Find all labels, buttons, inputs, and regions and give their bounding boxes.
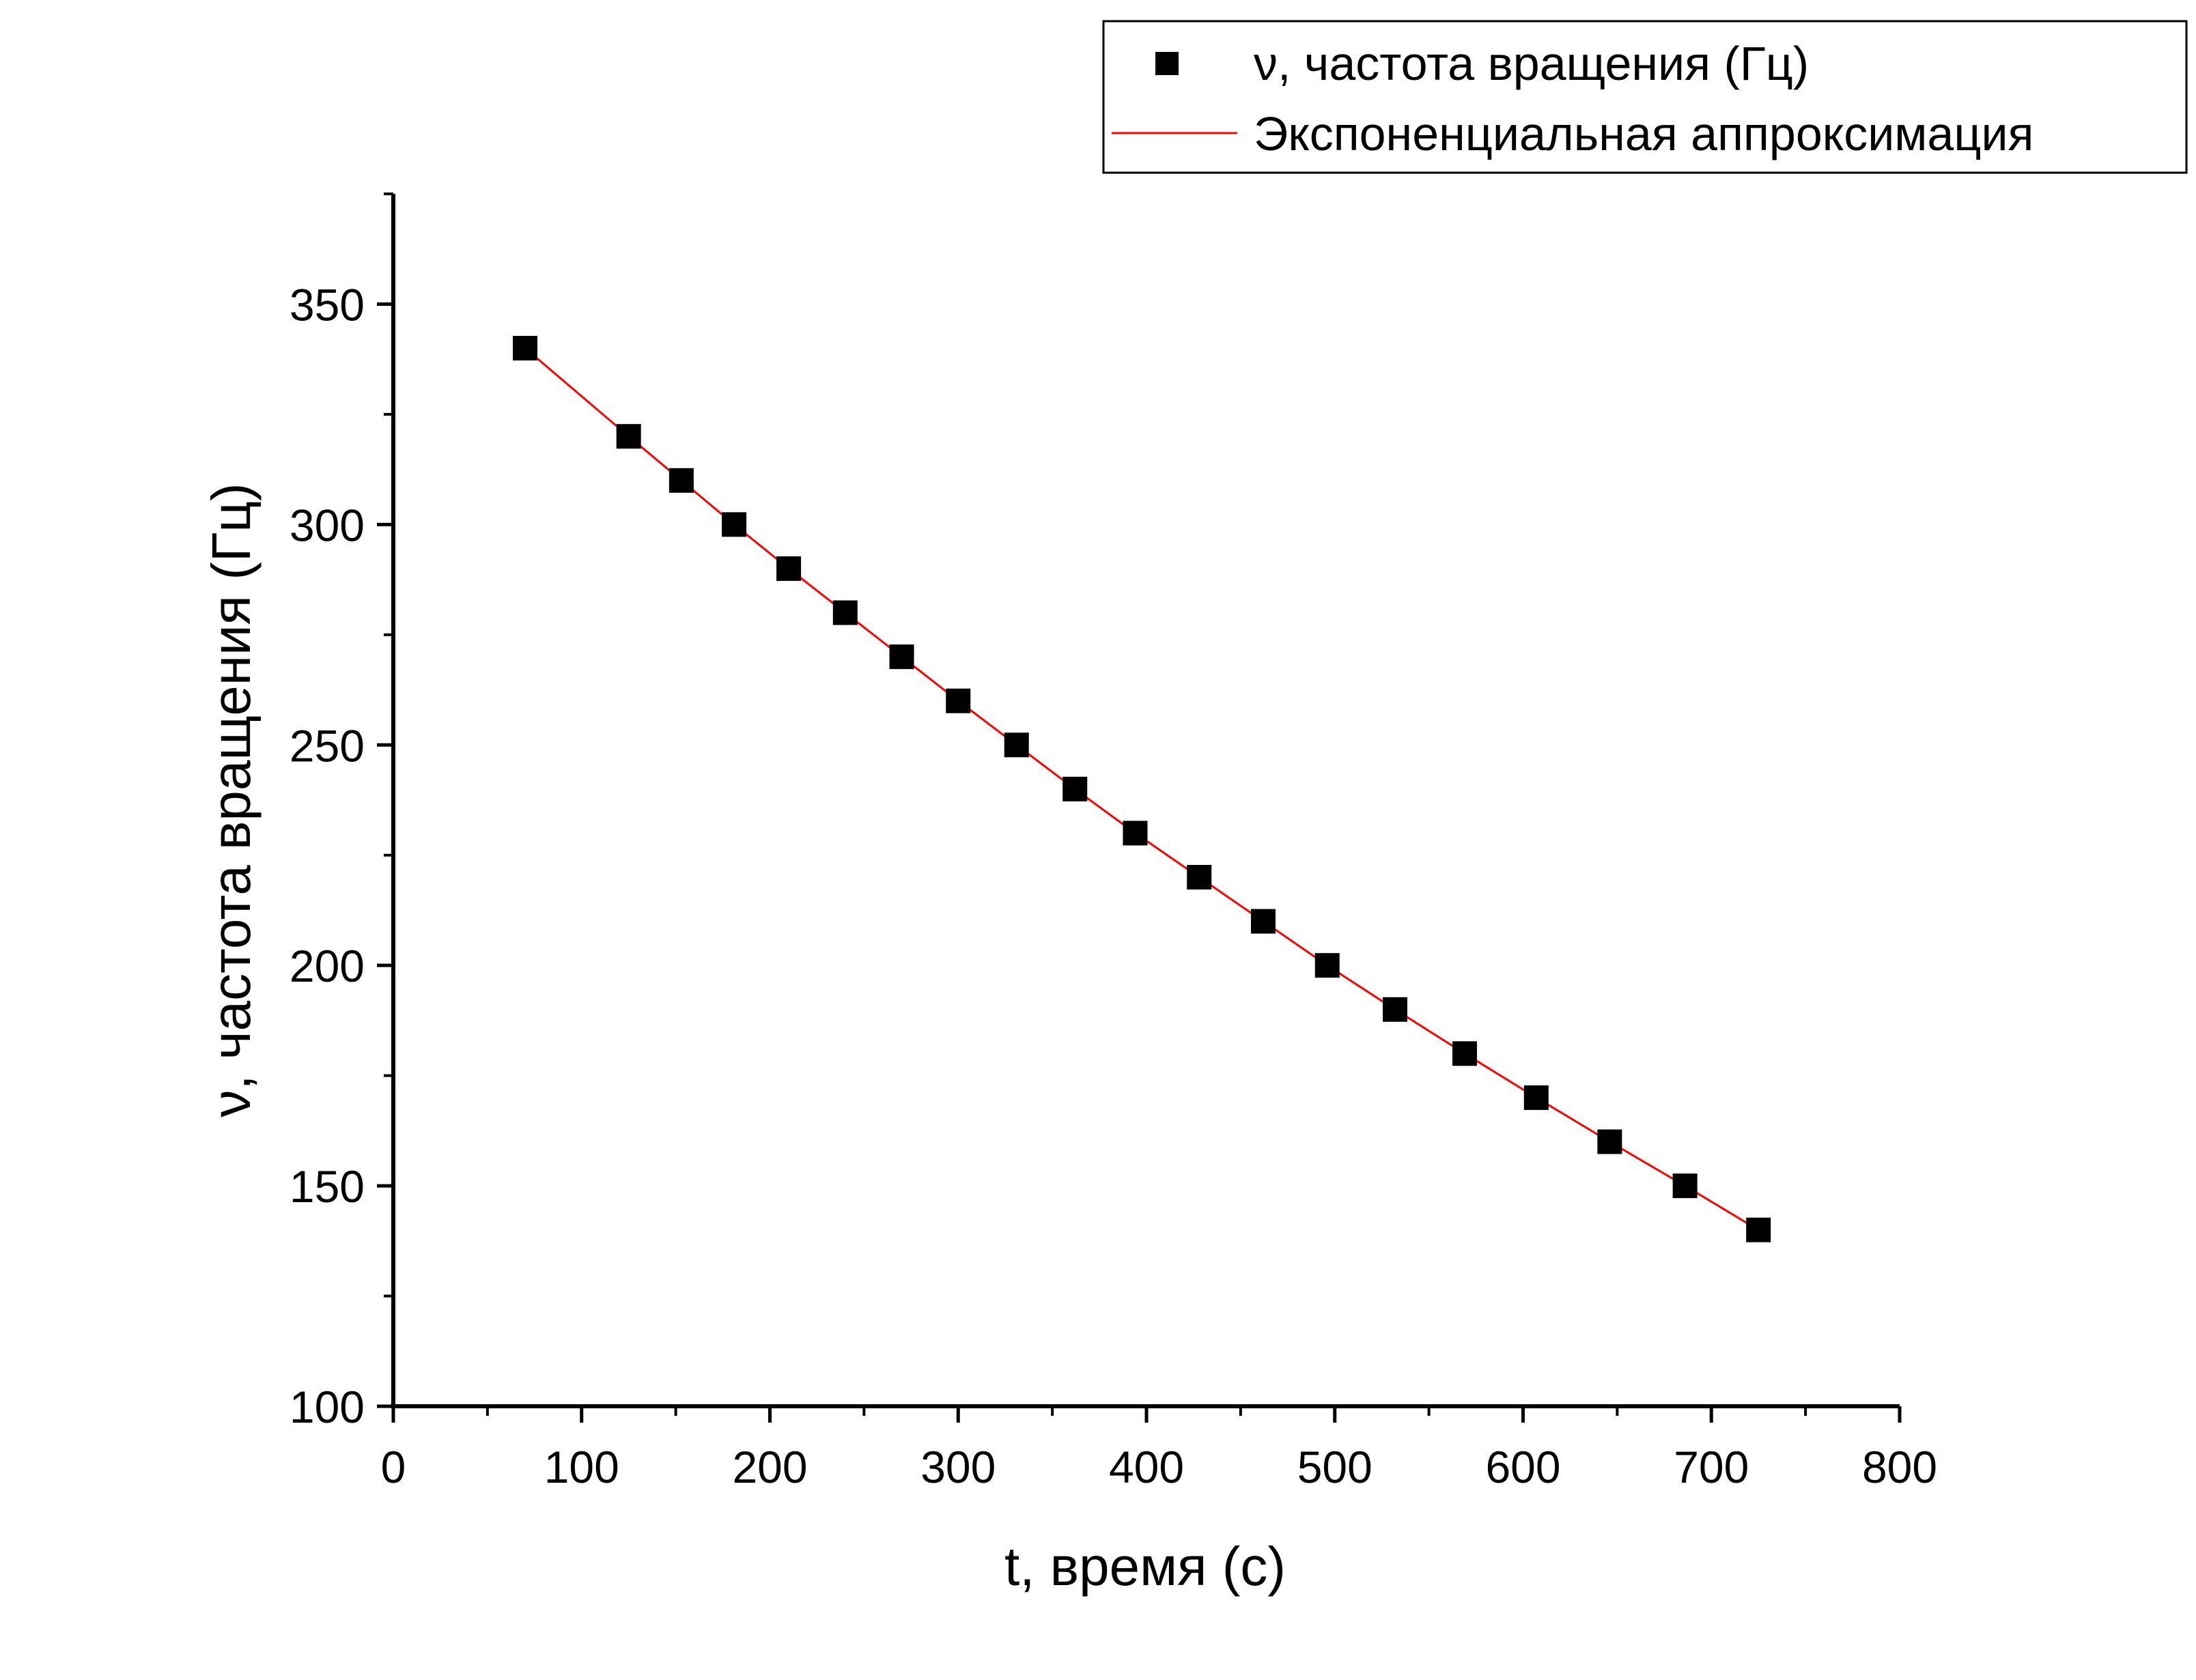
x-tick-label: 600 xyxy=(1485,1442,1560,1492)
data-point xyxy=(668,468,694,493)
axes xyxy=(391,194,1900,1408)
x-tick-label: 700 xyxy=(1674,1442,1749,1492)
y-ticks: 100 150 200 250 300 350 xyxy=(290,193,393,1432)
y-tick-label: 250 xyxy=(290,720,365,771)
x-ticks: 0 100 200 300 400 500 600 700 800 xyxy=(381,1406,1937,1492)
y-tick-label: 200 xyxy=(290,941,365,991)
x-tick-label: 100 xyxy=(544,1442,619,1492)
data-point xyxy=(1523,1085,1549,1110)
x-tick-label: 400 xyxy=(1109,1442,1184,1492)
y-tick-label: 350 xyxy=(290,279,365,330)
y-tick-label: 150 xyxy=(290,1161,365,1212)
y-tick-label: 100 xyxy=(290,1382,365,1432)
data-point xyxy=(1004,732,1029,758)
data-point xyxy=(946,688,971,713)
x-tick-label: 500 xyxy=(1297,1442,1372,1492)
data-point xyxy=(1672,1173,1698,1199)
x-tick-label: 800 xyxy=(1862,1442,1937,1492)
legend: ν, частота вращения (Гц) Экспоненциальна… xyxy=(1102,20,2188,174)
legend-box xyxy=(1102,20,2188,174)
data-point xyxy=(722,512,747,537)
legend-entry-fit: Экспоненциальная аппроксимация xyxy=(1254,107,2033,160)
data-point xyxy=(1746,1217,1771,1242)
data-point xyxy=(1250,909,1276,934)
x-tick-label: 300 xyxy=(920,1442,996,1492)
data-point xyxy=(889,644,914,670)
data-point xyxy=(1123,821,1148,846)
legend-entry-scatter: ν, частота вращения (Гц) xyxy=(1254,37,1809,90)
data-point xyxy=(776,556,802,581)
data-point xyxy=(513,336,538,361)
legend-marker-square xyxy=(1155,52,1179,75)
data-point xyxy=(1314,953,1340,978)
y-tick-label: 300 xyxy=(290,500,365,550)
data-point xyxy=(1452,1041,1478,1066)
data-point xyxy=(832,600,858,625)
data-point xyxy=(616,424,641,449)
y-axis-title: ν, частота вращения (Гц) xyxy=(201,483,262,1117)
data-point xyxy=(1597,1129,1622,1154)
data-point xyxy=(1382,997,1407,1022)
x-tick-label: 0 xyxy=(381,1442,406,1492)
series-layer xyxy=(513,336,1771,1242)
fit-line xyxy=(524,347,1759,1231)
x-axis-title: t, время (с) xyxy=(1004,1536,1286,1597)
x-tick-label: 200 xyxy=(732,1442,807,1492)
data-point xyxy=(1062,776,1088,801)
data-point xyxy=(1187,865,1212,890)
